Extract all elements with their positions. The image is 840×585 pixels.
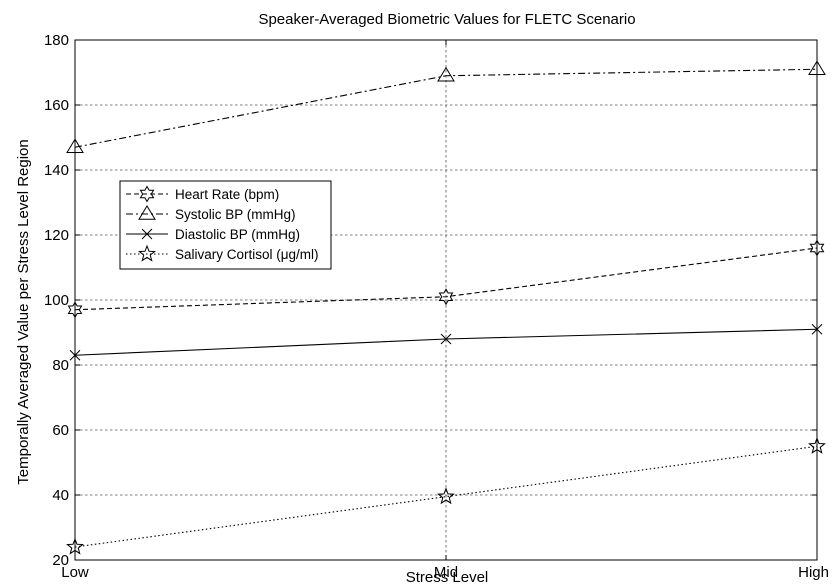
y-tick-label: 100 (44, 292, 69, 309)
data-point-marker (808, 60, 826, 75)
legend-entry-label: Salivary Cortisol (μg/ml) (175, 247, 319, 262)
legend: Heart Rate (bpm) Systolic BP (mmHg) Diasto… (119, 180, 332, 270)
data-point-marker (66, 138, 84, 153)
data-point-marker (67, 301, 83, 319)
data-point-marker (66, 537, 84, 555)
y-tick-label: 20 (52, 552, 69, 569)
y-axis-label: Temporally Averaged Value per Stress Lev… (15, 139, 32, 484)
series-line (74, 247, 818, 311)
legend-marker (138, 205, 156, 220)
series-2 (69, 323, 823, 361)
x-tick-label: Mid (434, 564, 458, 581)
series-0 (67, 239, 825, 319)
y-tick-label: 140 (44, 162, 69, 179)
data-point-marker (440, 333, 452, 345)
legend-entry-label: Systolic BP (mmHg) (175, 207, 296, 222)
data-point-marker (809, 239, 825, 257)
series-1 (66, 60, 826, 153)
data-point-marker (437, 66, 455, 82)
legend-marker-stroke (141, 228, 153, 240)
y-tick-label: 60 (52, 422, 69, 439)
series-line (74, 445, 818, 548)
data-point-marker (69, 349, 81, 361)
y-tick-label: 120 (44, 227, 69, 244)
data-point-marker-stroke (811, 323, 823, 335)
y-tick-label: 180 (44, 32, 69, 49)
y-tick-label: 80 (52, 357, 69, 374)
legend-entry-label: Diastolic BP (mmHg) (175, 227, 300, 242)
legend-marker (139, 185, 155, 203)
data-point-marker (438, 288, 454, 306)
chart-title: Speaker-Averaged Biometric Values for FL… (258, 11, 635, 28)
series-lines (66, 60, 826, 555)
series-3 (66, 436, 826, 555)
data-point-marker (811, 323, 823, 335)
x-tick-label: High (798, 564, 829, 581)
data-point-marker (437, 487, 455, 505)
data-point-marker (808, 436, 826, 454)
y-tick-label: 40 (52, 487, 69, 504)
x-axis-label: Stress Level (406, 569, 489, 585)
data-point-marker-stroke (440, 333, 452, 345)
y-tick-label: 160 (44, 97, 69, 114)
series-line (74, 68, 818, 148)
axes: 20 40 60 80 100 120 140 160 180 Low Mid High (44, 32, 829, 581)
data-point-marker-stroke (69, 349, 81, 361)
legend-marker (138, 244, 156, 262)
legend-entry-label: Heart Rate (bpm) (175, 187, 279, 202)
grid-lines (75, 40, 817, 560)
legend-marker (141, 228, 153, 240)
x-tick-label: Low (61, 564, 89, 581)
